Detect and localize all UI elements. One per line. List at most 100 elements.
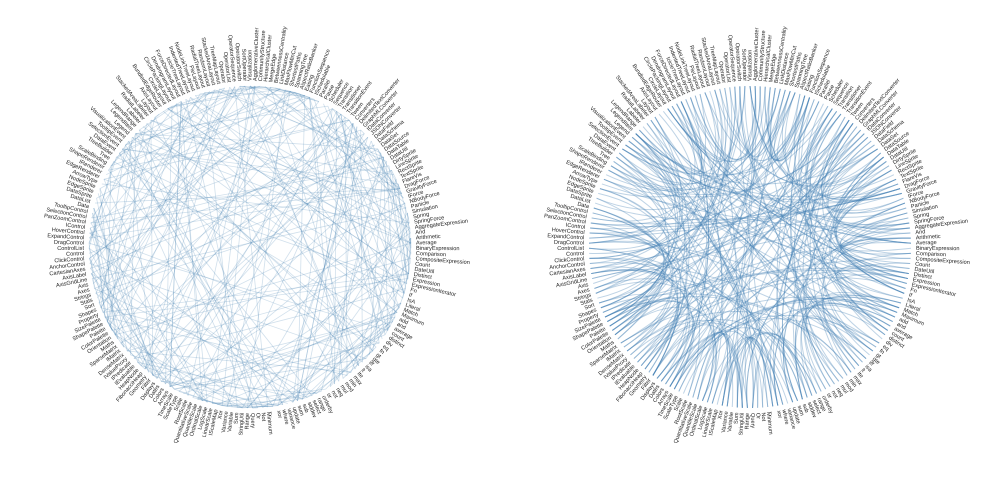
- edge: [154, 116, 284, 405]
- edge: [590, 227, 673, 348]
- node-label: MergeEdge: [768, 53, 778, 82]
- edge: [126, 113, 342, 352]
- edge: [781, 90, 904, 211]
- edge: [104, 278, 408, 318]
- edge: [593, 90, 791, 285]
- edge: [616, 86, 746, 186]
- edge: [822, 252, 911, 370]
- node-label: isa: [863, 364, 873, 374]
- edge: [167, 87, 225, 110]
- edge: [127, 273, 409, 352]
- edge: [769, 140, 872, 407]
- node-label: Arithmetic: [916, 234, 941, 241]
- edge: [600, 86, 736, 309]
- edge: [99, 188, 189, 396]
- edge: [694, 95, 903, 299]
- edge: [332, 108, 350, 121]
- node-label: gte: [871, 356, 881, 366]
- edge: [603, 119, 850, 198]
- edge: [804, 300, 896, 390]
- edge: [167, 108, 410, 274]
- edge: [90, 87, 226, 269]
- edge: [88, 161, 115, 249]
- edges: [88, 85, 412, 409]
- edge: [654, 116, 784, 405]
- node-label: Literal: [404, 302, 420, 313]
- edge: [217, 334, 386, 405]
- node-label: min: [847, 378, 857, 389]
- edge: [592, 212, 667, 340]
- edge: [591, 103, 696, 222]
- node-label: AnchorControl: [49, 262, 85, 272]
- node-label: Strings: [74, 292, 93, 303]
- node-label: OperatorSwitch: [234, 43, 242, 82]
- edge: [106, 97, 191, 322]
- edge: [174, 342, 380, 390]
- node-label: Distinct: [413, 272, 433, 281]
- edge: [385, 161, 396, 318]
- edge: [752, 333, 808, 409]
- edge: [773, 295, 902, 406]
- edge: [626, 310, 852, 373]
- node-label: stddev: [806, 401, 818, 419]
- edge: [600, 293, 852, 373]
- edge: [90, 156, 384, 269]
- edge: [644, 87, 733, 370]
- edge: [99, 88, 281, 189]
- edge: [88, 242, 388, 331]
- edge: [101, 183, 410, 224]
- edge: [650, 119, 690, 376]
- edge: [190, 97, 410, 224]
- edge: [741, 161, 887, 408]
- node-label: HoverControl: [51, 227, 84, 236]
- edge: [219, 88, 387, 162]
- node-label: CompositeExpression: [915, 256, 970, 266]
- node-label: OperatorSequence: [226, 34, 236, 82]
- node-label: Count: [915, 262, 931, 270]
- edge: [638, 101, 703, 174]
- edge: [642, 126, 898, 313]
- edge: [608, 140, 679, 196]
- edge: [176, 103, 411, 259]
- node-label: DragControl: [54, 240, 84, 247]
- edge: [370, 140, 412, 244]
- node-label: Literal: [904, 302, 920, 313]
- node-label: stddev: [306, 401, 318, 419]
- node-label: Sort: [584, 302, 596, 311]
- edge: [711, 85, 754, 404]
- edge: [809, 116, 848, 376]
- edge: [161, 380, 317, 394]
- edge: [383, 157, 389, 331]
- edge: [120, 342, 158, 379]
- edge: [102, 273, 409, 313]
- edge: [588, 156, 667, 244]
- edge: [152, 375, 243, 409]
- edge: [782, 212, 908, 403]
- edge: [169, 101, 182, 387]
- edge: [822, 292, 902, 359]
- edge: [598, 123, 681, 304]
- edge: [264, 86, 406, 204]
- node-label: IsA: [906, 297, 916, 305]
- edge: [628, 140, 754, 409]
- node-label: Axes: [77, 287, 91, 296]
- node-label: sub: [301, 403, 310, 413]
- edge: [138, 129, 264, 408]
- edge: [592, 212, 665, 318]
- edge: [590, 266, 714, 402]
- edge: [660, 327, 818, 394]
- node-label: Not: [760, 412, 767, 422]
- edge: [89, 258, 113, 331]
- edge: [776, 95, 806, 402]
- edge: [612, 242, 911, 331]
- edge: [342, 346, 377, 379]
- node-label: Sum: [733, 412, 740, 424]
- node-label: ExpandControl: [47, 233, 84, 241]
- edge: [697, 333, 743, 408]
- edge: [609, 297, 679, 366]
- edge: [380, 152, 409, 279]
- edge: [800, 99, 888, 331]
- edge: [767, 87, 806, 161]
- edge: [133, 288, 406, 359]
- edge: [840, 212, 911, 255]
